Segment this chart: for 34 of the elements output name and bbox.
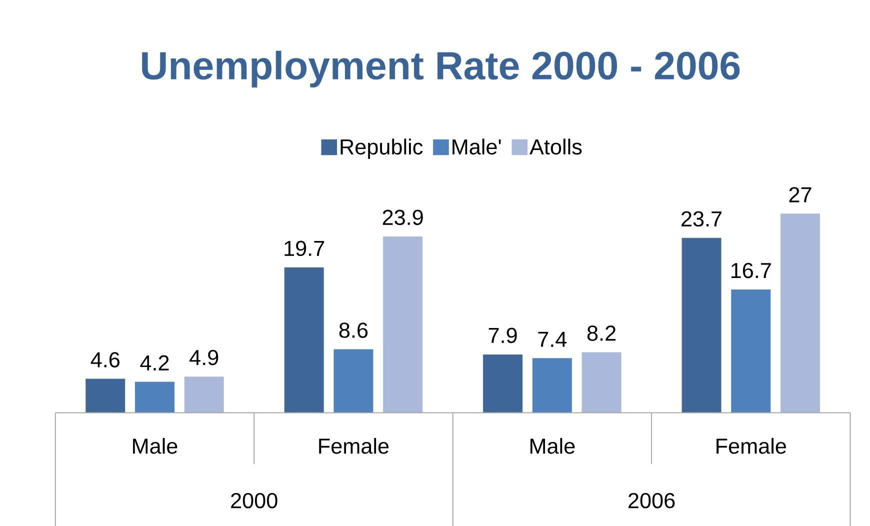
data-label: 4.9 (190, 350, 218, 366)
data-label: 19.7 (284, 240, 324, 256)
x-tick-label: Female (319, 438, 389, 454)
data-label: 23.9 (382, 210, 423, 225)
data-label: 4.2 (140, 355, 169, 370)
x-tick-label: Male (133, 438, 178, 454)
x-tick-label: Male (530, 438, 575, 454)
bar (682, 238, 722, 413)
bar (532, 358, 572, 413)
legend-label: Republic (340, 138, 423, 159)
text: 2000 (231, 492, 278, 508)
legend-label: Male' (452, 138, 501, 154)
bar (334, 349, 374, 413)
x-tick-label: Female (716, 438, 786, 454)
data-label: 8.2 (587, 325, 616, 341)
text: 2006 (628, 492, 675, 508)
bar (134, 382, 174, 413)
data-label: 7.4 (538, 332, 567, 347)
data-label: 4.6 (90, 352, 120, 368)
data-label: 8.6 (339, 322, 368, 338)
legend-label: Atolls (530, 138, 582, 154)
bar (731, 289, 771, 413)
data-label: 16.7 (731, 262, 771, 278)
bar (483, 354, 523, 413)
bar (86, 378, 126, 413)
chart-title: Unemployment Rate 2000 - 2006 (142, 50, 740, 88)
bar (184, 376, 224, 413)
bar (284, 267, 324, 413)
data-label: 27 (789, 186, 812, 202)
bar (582, 352, 622, 413)
data-label: 7.9 (488, 328, 517, 343)
data-label: 23.7 (682, 211, 722, 226)
bar (780, 213, 820, 413)
bar (383, 236, 423, 413)
